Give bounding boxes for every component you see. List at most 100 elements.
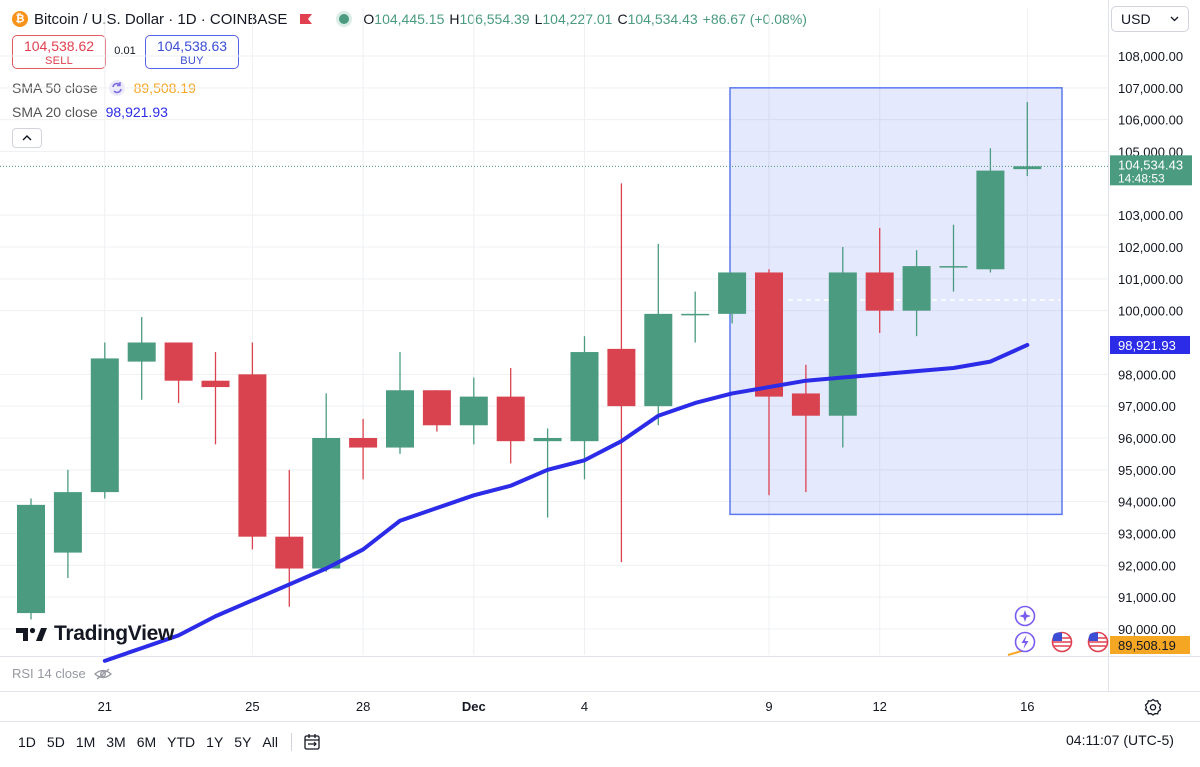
time-tick-1: 25 xyxy=(245,699,259,714)
calendar-range-icon[interactable] xyxy=(302,732,322,752)
candle-body-4 xyxy=(164,342,193,381)
price-tick-16: 90,000.00 xyxy=(1118,622,1176,637)
candle-body-11 xyxy=(422,390,451,426)
candle-7 xyxy=(275,469,304,607)
low-value: 104,227.01 xyxy=(542,11,613,27)
price-tick-4: 103,000.00 xyxy=(1118,208,1183,223)
candle-5 xyxy=(201,352,230,445)
symbol-title[interactable]: Bitcoin / U.S. Dollar · 1D · COINBASE xyxy=(34,10,288,28)
collapse-legend-button[interactable] xyxy=(12,128,42,148)
candle-body-0 xyxy=(17,504,45,614)
rsi-legend[interactable]: RSI 14 close xyxy=(12,666,112,681)
candle-body-23 xyxy=(865,272,894,311)
range-all[interactable]: All xyxy=(262,734,278,750)
time-tick-0: 21 xyxy=(98,699,112,714)
candle-13 xyxy=(496,367,525,464)
range-ytd[interactable]: YTD xyxy=(167,734,196,750)
candle-2 xyxy=(90,342,119,499)
candle-9 xyxy=(349,418,378,480)
range-5d[interactable]: 5D xyxy=(46,734,65,750)
price-tick-5: 102,000.00 xyxy=(1118,240,1183,255)
candle-23 xyxy=(865,227,894,333)
spread-value: 0.01 xyxy=(114,45,136,57)
range-1d[interactable]: 1D xyxy=(18,734,36,750)
tradingview-logo[interactable]: TradingView xyxy=(16,622,174,646)
sell-price: 104,538.62 xyxy=(23,38,95,54)
tradingview-logo-icon xyxy=(16,627,47,641)
candle-6 xyxy=(238,342,267,550)
candle-body-13 xyxy=(496,396,525,442)
candle-0 xyxy=(17,498,45,620)
toolbar-divider xyxy=(290,733,292,751)
candle-body-27 xyxy=(1013,166,1042,170)
sma50-badge-label: 89,508.19 xyxy=(1118,638,1176,653)
sma50-badge xyxy=(1110,636,1190,654)
us-flag-event-icon[interactable] xyxy=(1051,631,1073,653)
chevron-up-icon xyxy=(22,135,32,141)
candle-18 xyxy=(681,291,710,343)
candle-4 xyxy=(164,342,193,403)
sell-button[interactable]: 104,538.62 SELL xyxy=(12,35,106,69)
candle-body-8 xyxy=(312,438,341,569)
range-toolbar: 1D 5D 1M 3M 6M YTD 1Y 5Y All xyxy=(18,732,322,752)
price-tick-10: 96,000.00 xyxy=(1118,431,1176,446)
price-tick-11: 95,000.00 xyxy=(1118,463,1176,478)
candle-body-3 xyxy=(127,342,156,362)
range-1y[interactable]: 1Y xyxy=(206,734,224,750)
candle-body-19 xyxy=(718,272,747,314)
sma20-badge xyxy=(1110,335,1190,354)
candle-25 xyxy=(939,224,968,292)
symbol-header[interactable]: ₿ Bitcoin / U.S. Dollar · 1D · COINBASE … xyxy=(12,9,807,29)
candle-body-14 xyxy=(533,438,562,442)
candle-body-17 xyxy=(644,313,673,407)
candle-27 xyxy=(1013,102,1042,177)
time-tick-6: 12 xyxy=(872,699,886,714)
hidden-eye-icon[interactable] xyxy=(93,668,112,680)
flag-icon[interactable] xyxy=(299,13,313,25)
lightning-icon[interactable] xyxy=(1014,631,1036,653)
candle-body-20 xyxy=(755,272,783,397)
price-axis: 108,000.00107,000.00106,000.00105,000.00… xyxy=(1007,49,1192,656)
us-flag-event-icon-2[interactable] xyxy=(1087,631,1109,653)
sma20-legend[interactable]: SMA 20 close 98,921.93 xyxy=(12,104,168,120)
time-tick-7: 16 xyxy=(1020,699,1034,714)
sma20-value: 98,921.93 xyxy=(105,104,168,120)
candle-11 xyxy=(422,390,451,432)
selection-rectangle xyxy=(729,87,1063,516)
buy-button[interactable]: 104,538.63 BUY xyxy=(145,35,239,69)
ohlc-legend: O104,445.15 H106,554.39 L104,227.01 C104… xyxy=(363,11,807,27)
price-tick-12: 94,000.00 xyxy=(1118,495,1176,510)
time-tick-4: 4 xyxy=(581,699,588,714)
currency-select[interactable]: USD xyxy=(1111,6,1189,32)
range-1m[interactable]: 1M xyxy=(75,734,96,750)
clock-timezone[interactable]: 04:11:07 (UTC-5) xyxy=(1066,732,1174,748)
candle-22 xyxy=(828,247,857,448)
candle-body-22 xyxy=(828,272,857,416)
settings-icon[interactable] xyxy=(1144,698,1162,716)
close-value: 104,534.43 xyxy=(627,11,698,27)
range-5y[interactable]: 5Y xyxy=(234,734,252,750)
candle-body-12 xyxy=(459,396,488,426)
sma20-name: SMA 20 close xyxy=(12,104,98,120)
sma20-line xyxy=(102,342,1030,663)
candle-body-7 xyxy=(275,536,304,569)
market-status-dot[interactable] xyxy=(339,14,350,24)
price-tick-2: 106,000.00 xyxy=(1118,113,1183,128)
time-axis: 21 25 28 Dec 4 9 12 16 xyxy=(98,699,1035,714)
price-tick-1: 107,000.00 xyxy=(1118,81,1183,96)
candle-26 xyxy=(976,148,1005,273)
grid-lines xyxy=(0,0,1200,722)
range-3m[interactable]: 3M xyxy=(106,734,126,750)
candle-17 xyxy=(644,243,673,426)
open-value: 104,445.15 xyxy=(374,11,445,27)
range-6m[interactable]: 6M xyxy=(136,734,157,750)
last-price-timer: 14:48:53 xyxy=(1118,171,1165,185)
bitcoin-icon: ₿ xyxy=(12,11,28,27)
price-tick-0: 108,000.00 xyxy=(1118,49,1183,64)
candle-body-26 xyxy=(976,170,1005,270)
time-tick-2: 28 xyxy=(356,699,370,714)
ai-sparkle-icon[interactable] xyxy=(1014,605,1036,627)
currency-label: USD xyxy=(1121,11,1151,27)
